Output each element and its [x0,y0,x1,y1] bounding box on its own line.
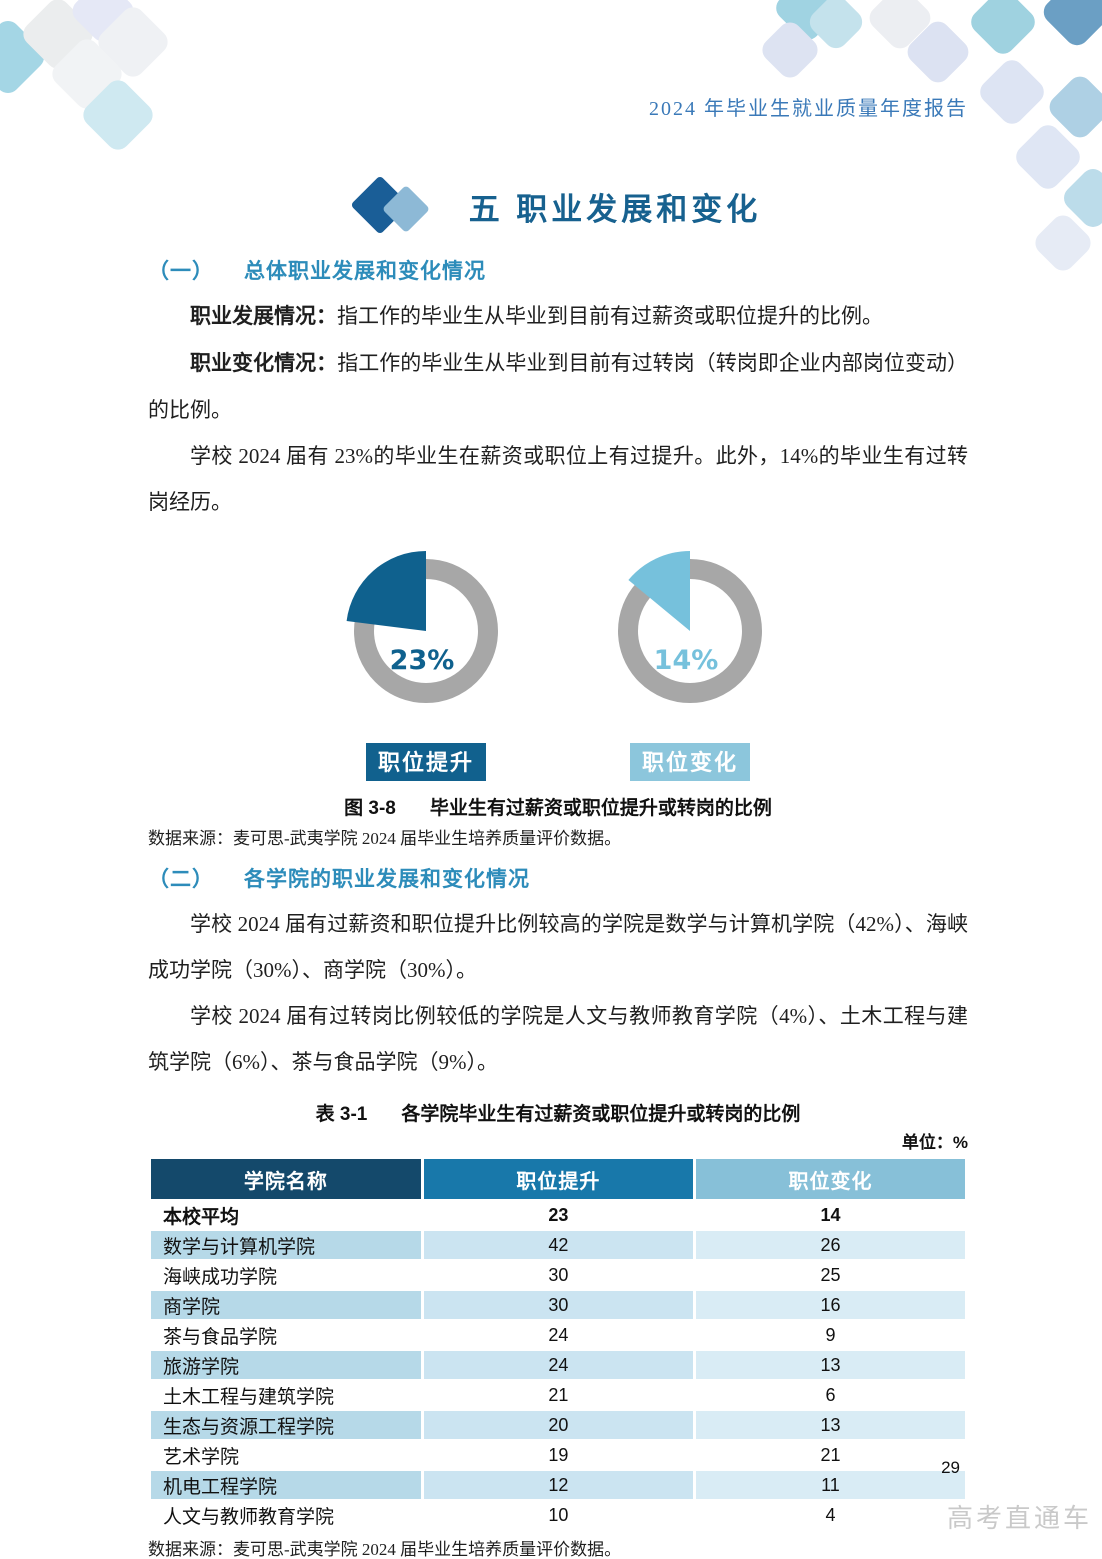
table-row: 艺术学院 19 21 [151,1441,965,1469]
table-header-row: 学院名称 职位提升 职位变化 [151,1159,965,1199]
college-name-cell: 海峡成功学院 [151,1261,421,1289]
table-row: 生态与资源工程学院 20 13 [151,1411,965,1439]
paragraph-high-colleges: 学校 2024 届有过薪资和职位提升比例较高的学院是数学与计算机学院（42%）、… [148,912,968,982]
change-value-cell: 13 [695,1411,965,1439]
section-2-heading: （二） 各学院的职业发展和变化情况 [148,868,530,891]
college-name-cell: 本校平均 [151,1201,421,1229]
college-name-cell: 人文与教师教育学院 [151,1501,421,1529]
legend-badge-promotion: 职位提升 [365,743,486,781]
table-caption: 表 3-1 各学院毕业生有过薪资或职位提升或转岗的比例 [315,1104,801,1125]
college-name-cell: 旅游学院 [151,1351,421,1379]
table-row: 商学院 30 16 [151,1291,965,1319]
donut-svg-promotion: 23% [346,551,498,703]
change-value-cell: 13 [695,1351,965,1379]
table-row: 机电工程学院 12 11 [151,1471,965,1499]
college-name-cell: 商学院 [151,1291,421,1319]
promotion-value-cell: 30 [423,1261,693,1289]
donut-svg-change: 14% [618,551,762,703]
paragraph-school-stats: 学校 2024 届有 23%的毕业生在薪资或职位上有过提升。此外，14%的毕业生… [148,444,968,514]
table-row: 茶与食品学院 24 9 [151,1321,965,1349]
diamond-logo-icon [349,175,433,236]
chapter-title: 五 职业发展和变化 [468,191,762,227]
college-name-cell: 数学与计算机学院 [151,1231,421,1259]
column-header-college: 学院名称 [151,1159,421,1199]
decor-diamond [975,55,1049,129]
figure-source-note: 数据来源：麦可思-武夷学院 2024 届毕业生培养质量评价数据。 [148,829,622,848]
chapter-title-row: 五 职业发展和变化 [148,173,968,239]
college-name-cell: 茶与食品学院 [151,1321,421,1349]
college-name-cell: 艺术学院 [151,1441,421,1469]
donut-slice-promotion [346,551,426,631]
table-row: 人文与教师教育学院 10 4 [151,1501,965,1529]
change-value-cell: 14 [695,1201,965,1229]
promotion-value-cell: 42 [423,1231,693,1259]
column-header-promotion: 职位提升 [423,1159,693,1199]
promotion-value-cell: 10 [423,1501,693,1529]
donut-chart-promotion: 23% 职位提升 [338,541,514,781]
donut-chart-change: 14% 职位变化 [602,541,778,781]
column-header-change: 职位变化 [695,1159,965,1199]
report-header-title: 2024 年毕业生就业质量年度报告 [649,98,968,120]
college-name-cell: 机电工程学院 [151,1471,421,1499]
table-row: 旅游学院 24 13 [151,1351,965,1379]
table-row: 数学与计算机学院 42 26 [151,1231,965,1259]
decor-diamond [1038,0,1102,51]
college-name-cell: 土木工程与建筑学院 [151,1381,421,1409]
donut-percent-label: 23% [390,645,455,676]
promotion-value-cell: 21 [423,1381,693,1409]
table-source-note: 数据来源：麦可思-武夷学院 2024 届毕业生培养质量评价数据。 [148,1540,622,1559]
promotion-value-cell: 23 [423,1201,693,1229]
college-table: 学院名称 职位提升 职位变化 本校平均 23 14 数学与计算机学院 42 26 海峡成功学… [148,1157,968,1531]
change-value-cell: 4 [695,1501,965,1529]
table-row: 土木工程与建筑学院 21 6 [151,1381,965,1409]
change-value-cell: 16 [695,1291,965,1319]
table-unit-label: 单位：% [901,1133,968,1152]
table-row: 海峡成功学院 30 25 [151,1261,965,1289]
change-value-cell: 26 [695,1231,965,1259]
page-number: 29 [941,1458,960,1477]
watermark: 高考直通车 [946,1503,1092,1533]
figure-caption: 图 3-8 毕业生有过薪资或职位提升或转岗的比例 [344,798,772,819]
paragraph-career-development: 职业发展情况：指工作的毕业生从毕业到目前有过薪资或职位提升的比例。 [190,304,883,328]
decor-diamond [966,0,1040,59]
table-row: 本校平均 23 14 [151,1201,965,1229]
donut-charts-row: 23% 职位提升 14% 职位变化 [148,541,968,781]
paragraph-career-change: 职业变化情况：指工作的毕业生从毕业到目前有过转岗（转岗即企业内部岗位变动）的比例… [148,351,969,422]
promotion-value-cell: 20 [423,1411,693,1439]
promotion-value-cell: 19 [423,1441,693,1469]
change-value-cell: 21 [695,1441,965,1469]
donut-percent-label: 14% [654,645,719,676]
change-value-cell: 11 [695,1471,965,1499]
promotion-value-cell: 12 [423,1471,693,1499]
section-1-heading: （一） 总体职业发展和变化情况 [148,260,486,283]
promotion-value-cell: 24 [423,1321,693,1349]
change-value-cell: 6 [695,1381,965,1409]
legend-badge-change: 职位变化 [629,743,750,781]
promotion-value-cell: 24 [423,1351,693,1379]
donut-slice-change [628,551,690,631]
change-value-cell: 9 [695,1321,965,1349]
college-name-cell: 生态与资源工程学院 [151,1411,421,1439]
promotion-value-cell: 30 [423,1291,693,1319]
paragraph-low-colleges: 学校 2024 届有过转岗比例较低的学院是人文与教师教育学院（4%）、土木工程与… [148,1004,968,1074]
change-value-cell: 25 [695,1261,965,1289]
